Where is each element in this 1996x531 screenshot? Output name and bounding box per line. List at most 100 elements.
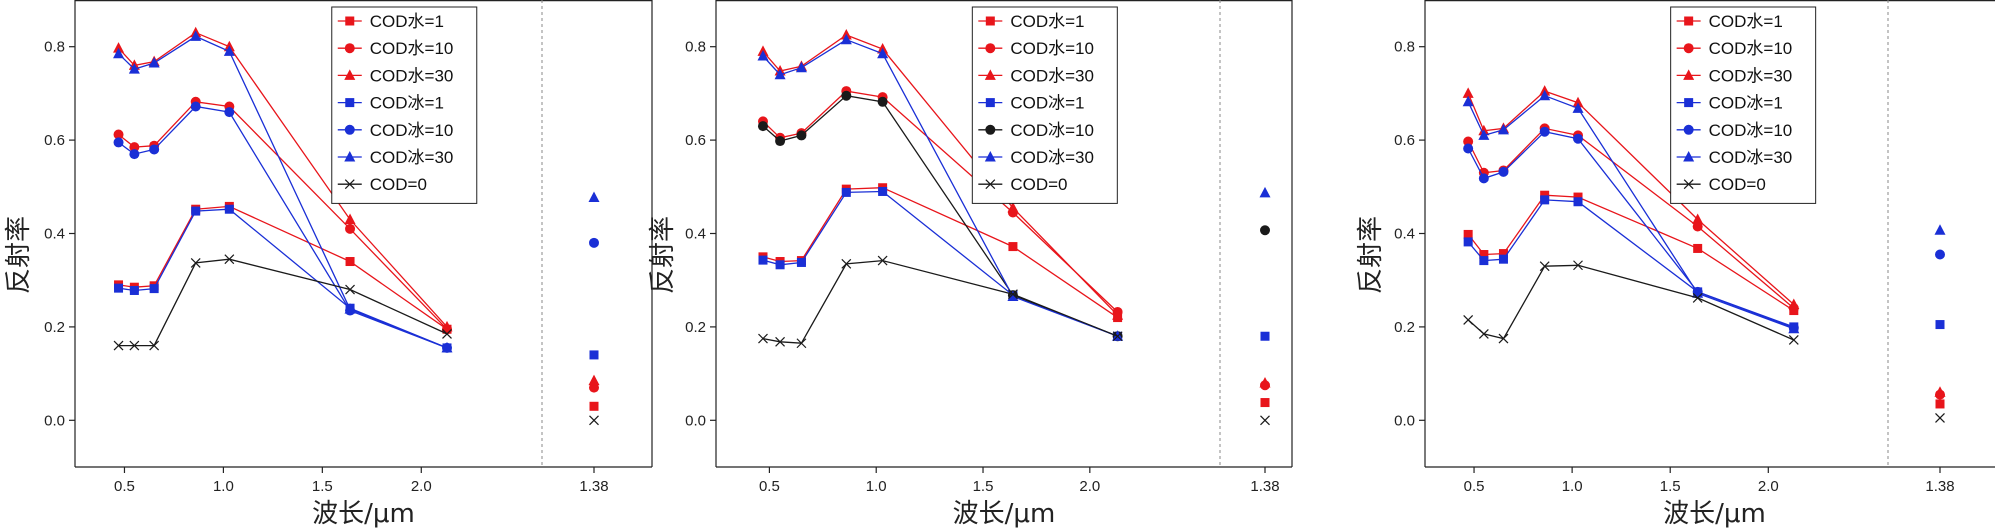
panel-left: 0.0 0.2 0.4 0.6 0.8 0.5 1.0 1.5 2.0 1.38 波长/μm 反射率 C… [4, 0, 653, 529]
series-3 [1463, 195, 1945, 332]
data-point [442, 328, 452, 339]
y-tick-label: 0.8 [44, 39, 65, 56]
y-tick-label: 0.0 [44, 412, 65, 429]
cross-stroke [1478, 328, 1489, 339]
data-point [795, 61, 807, 73]
data-point [1498, 166, 1509, 177]
data-point [1539, 89, 1551, 101]
data-point [757, 50, 769, 61]
data-point [1573, 133, 1584, 144]
data-point [129, 142, 140, 153]
x-tick-label: 2.0 [411, 478, 432, 495]
legend-marker [985, 98, 995, 108]
data-point [1478, 129, 1490, 140]
data-point [224, 204, 234, 214]
y-tick-label: 0.8 [1394, 39, 1415, 56]
data-point [1479, 256, 1489, 266]
y-tick-label: 0.4 [685, 226, 706, 243]
cross-stroke [1463, 314, 1474, 325]
panel-right: 0.0 0.2 0.4 0.6 0.8 0.5 1.0 1.5 2.0 1.38 波长/μm 反射率 C… [1356, 0, 1995, 529]
data-point [877, 47, 889, 59]
data-point [129, 149, 140, 160]
data-point-1-38 [1260, 225, 1270, 236]
data-point [796, 338, 807, 349]
data-point [1478, 173, 1489, 184]
y-tick-label: 0.6 [44, 132, 65, 149]
data-point [1462, 87, 1474, 98]
legend-label: COD冰=1 [1709, 94, 1783, 113]
data-point [113, 42, 125, 53]
legend-label: COD水=10 [1010, 39, 1094, 58]
series-6 [113, 254, 599, 426]
cross-stroke [1935, 413, 1945, 423]
data-point [345, 257, 355, 267]
cross-stroke [1260, 415, 1270, 426]
y-axis-title: 反射率 [4, 216, 34, 294]
legend-marker [985, 124, 996, 135]
legend-marker [985, 43, 996, 54]
cross-stroke [1498, 333, 1509, 344]
data-point [878, 186, 888, 196]
y-tick-label: 0.0 [1394, 412, 1415, 429]
data-point [129, 340, 140, 351]
legend-marker [1683, 43, 1694, 54]
y-tick-label: 0.8 [685, 39, 706, 56]
data-point [758, 333, 768, 344]
cross-stroke [224, 254, 235, 265]
legend-box [971, 6, 1118, 204]
data-point [149, 144, 160, 155]
data-point-1-38 [1259, 186, 1271, 198]
legend-item: COD冰=30 [1676, 148, 1792, 167]
legend-item: COD水=10 [337, 39, 453, 58]
data-point [113, 340, 124, 351]
cross-stroke [877, 255, 888, 266]
data-point [1462, 95, 1474, 107]
data-point-1-38 [589, 401, 599, 411]
legend-marker [344, 124, 355, 135]
legend-item: COD冰=30 [337, 148, 454, 167]
legend-item: COD=0 [978, 175, 1067, 194]
data-point [190, 257, 201, 268]
data-point [1463, 229, 1473, 239]
x-tick-label: 1.0 [213, 478, 234, 495]
cross-stroke [1008, 289, 1018, 300]
legend-label: COD水=1 [1010, 12, 1084, 31]
data-point [1007, 201, 1019, 213]
legend-label: COD水=30 [1709, 66, 1793, 85]
data-point [840, 33, 852, 45]
x-tick-label-1-38: 1.38 [1250, 478, 1279, 495]
data-point [877, 255, 888, 266]
legend-label: COD=0 [1709, 175, 1766, 194]
data-point [190, 30, 202, 41]
x-tick-label: 0.5 [759, 478, 780, 495]
data-point [1479, 250, 1489, 260]
legend-marker [344, 151, 356, 162]
legend: COD水=1 COD水=10 COD水=30 COD冰=1 COD冰=10 COD冰=30… [331, 6, 478, 204]
data-point [113, 47, 125, 59]
cross-stroke [1112, 331, 1123, 342]
cross-stroke [775, 336, 786, 347]
legend-marker [1684, 98, 1694, 108]
data-point [841, 258, 852, 269]
y-tick-label: 0.6 [1394, 132, 1415, 149]
data-point [1788, 335, 1799, 345]
legend-label: COD冰=30 [370, 148, 454, 167]
data-point-1-38 [1935, 249, 1945, 260]
legend-marker [984, 69, 996, 80]
y-tick-label: 0.4 [44, 226, 65, 243]
legend-marker [985, 179, 996, 190]
data-point [796, 257, 806, 267]
series-0 [114, 201, 599, 411]
x-tick-label: 2.0 [1079, 478, 1100, 495]
x-tick-label-1-38: 1.38 [579, 478, 608, 495]
data-point [441, 341, 453, 353]
legend-label: COD水=1 [1709, 12, 1783, 31]
data-point [774, 68, 786, 80]
cross-stroke [190, 257, 201, 268]
legend-marker [1683, 124, 1694, 135]
legend-box [331, 6, 478, 204]
legend-item: COD水=30 [337, 66, 453, 85]
y-tick-label: 0.4 [1394, 226, 1415, 243]
